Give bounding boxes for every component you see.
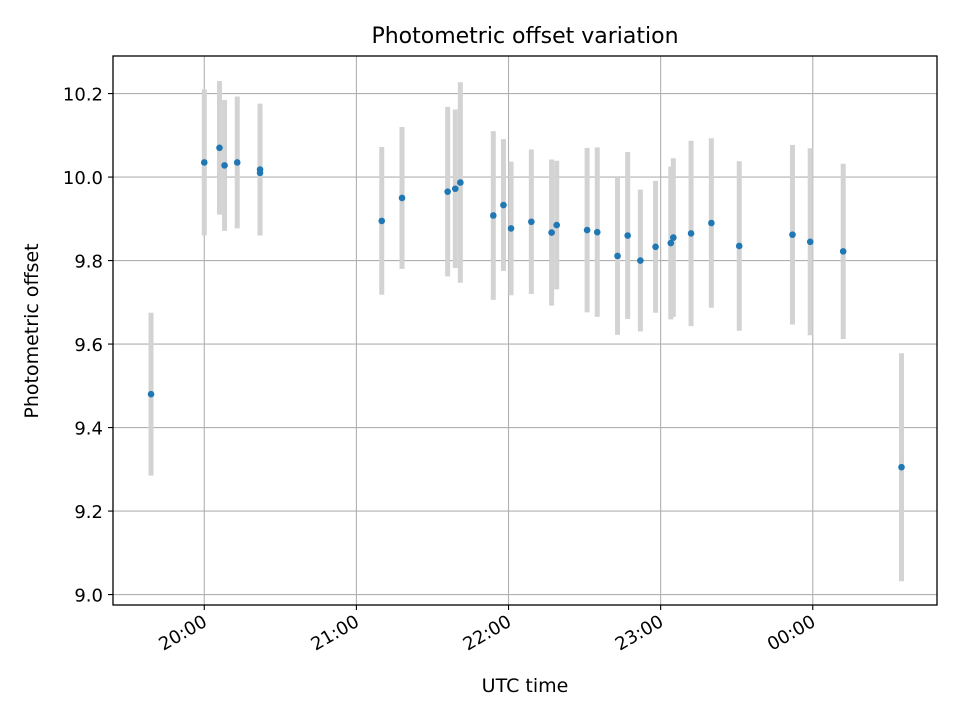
data-point xyxy=(490,212,497,219)
data-point xyxy=(451,185,459,193)
data-point xyxy=(614,252,621,260)
data-point xyxy=(637,257,644,264)
axis-ticks: 9.0 9.2 9.4 9.6 9.8 10.0 10.2 20:00 21:00 22:00 23… xyxy=(63,85,819,656)
data-point xyxy=(583,226,591,234)
data-point xyxy=(839,248,847,255)
data-point xyxy=(708,219,715,227)
data-point xyxy=(593,228,601,236)
x-tick-label: 20:00 xyxy=(155,611,210,655)
data-point xyxy=(221,162,228,169)
y-tick-label: 9.6 xyxy=(74,335,103,356)
data-point xyxy=(256,169,264,177)
data-point xyxy=(528,218,535,226)
plot-frame xyxy=(112,55,938,606)
y-tick-label: 9.0 xyxy=(74,586,103,607)
chart-title: Photometric offset variation xyxy=(371,24,678,49)
x-tick-label: 22:00 xyxy=(460,611,515,655)
y-tick-label: 9.2 xyxy=(74,502,103,523)
data-point xyxy=(624,232,631,239)
x-tick-label: 23:00 xyxy=(612,611,667,655)
data-point xyxy=(507,225,515,232)
data-point xyxy=(687,230,695,237)
data-point xyxy=(457,179,464,186)
data-point xyxy=(898,463,905,471)
grid xyxy=(113,56,937,605)
data-point xyxy=(200,159,208,166)
data-point xyxy=(216,144,223,152)
data-point xyxy=(398,194,406,202)
y-tick-label: 10.2 xyxy=(63,85,103,106)
data-point xyxy=(670,234,677,241)
x-axis-label: UTC time xyxy=(482,675,569,697)
point-layer xyxy=(147,144,905,471)
x-tick-label: 00:00 xyxy=(764,611,819,655)
data-point xyxy=(652,243,659,251)
data-point xyxy=(500,201,507,209)
data-point xyxy=(147,390,155,398)
data-point xyxy=(667,239,675,247)
data-point xyxy=(806,238,814,246)
data-point xyxy=(378,217,386,225)
data-point xyxy=(233,159,241,166)
y-tick-label: 10.0 xyxy=(63,168,103,189)
x-tick-label: 21:00 xyxy=(307,611,362,655)
y-tick-label: 9.4 xyxy=(74,419,103,440)
y-tick-label: 9.8 xyxy=(74,252,103,273)
data-point xyxy=(735,242,743,250)
data-point xyxy=(548,229,555,236)
y-axis-label: Photometric offset xyxy=(21,243,43,418)
errorbar-layer xyxy=(148,81,905,582)
data-point xyxy=(789,231,796,238)
data-point xyxy=(444,188,451,195)
data-point xyxy=(553,221,560,229)
